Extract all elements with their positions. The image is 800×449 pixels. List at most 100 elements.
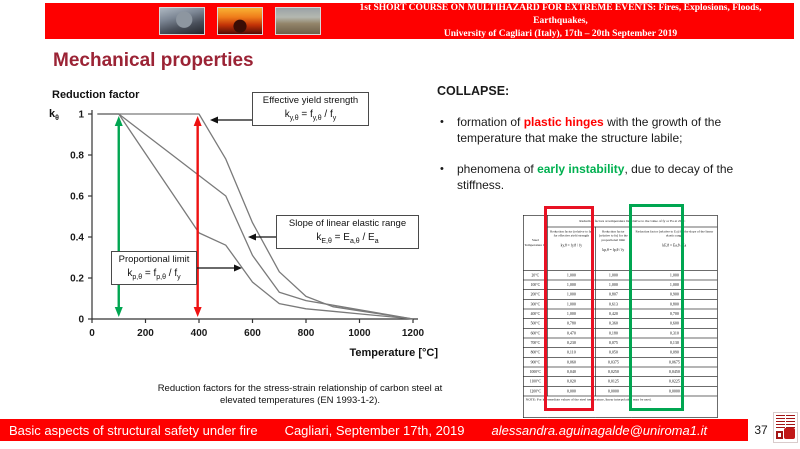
svg-text:400: 400	[191, 328, 208, 339]
footer-bar: Basic aspects of structural safety under…	[0, 419, 748, 441]
svg-text:600: 600	[244, 328, 261, 339]
course-banner-line2: University of Cagliari (Italy), 17th – 2…	[443, 28, 678, 39]
bullet-highlight-green: early instability	[537, 162, 625, 177]
chart-title: Reduction factor	[52, 89, 140, 101]
value-cell: 0,613	[594, 298, 632, 310]
col-header-formula: kp,θ = fp,θ / fy	[602, 247, 625, 252]
formula-piece: = E	[331, 231, 350, 243]
formula-piece: k	[316, 231, 322, 243]
value-cell: 0,807	[594, 289, 632, 300]
col-header-formula: kE,θ = Ea,θ / Ea	[662, 243, 687, 248]
x-axis-label: Temperature [°C]	[349, 347, 438, 359]
flood-image	[275, 7, 321, 35]
value-cell: 0,000	[546, 385, 596, 397]
svg-text:1200: 1200	[402, 328, 425, 339]
footer-title: Basic aspects of structural safety under…	[9, 422, 258, 438]
svg-text:1000: 1000	[348, 328, 371, 339]
chart-caption: Reduction factors for the stress-strain …	[95, 383, 505, 408]
svg-text:0: 0	[89, 328, 95, 339]
collapse-heading: COLLAPSE:	[437, 84, 510, 98]
reduction-factors-table: Steel Temperature θa Reduction factors a…	[522, 214, 718, 418]
logo-square-outline	[776, 431, 783, 439]
value-cell: 0,0375	[594, 356, 632, 368]
fire-image	[217, 7, 263, 35]
bullet-text-post: , due to decay of the stiffness.	[457, 162, 734, 192]
col-header-desc: Reduction factor (relative to fy) for ef…	[550, 229, 593, 238]
col-header-desc: Reduction factor (relative to Ea) for th…	[635, 229, 714, 238]
formula-piece: a	[374, 237, 379, 245]
formula-piece: / f	[321, 108, 333, 120]
formula-piece: p,θ	[132, 273, 143, 281]
course-banner-line1: 1st SHORT COURSE ON MULTIHAZARD FOR EXTR…	[359, 2, 762, 26]
bullet-plastic-hinges: • formation of plastic hinges with the g…	[437, 115, 769, 146]
green-highlight-rectangle	[629, 204, 684, 411]
reduction-factor-chart-svg: 0 200 400 600 800 1000 1200 0 0.2 0.4 0.6 0.8 1	[70, 110, 425, 340]
bullet-highlight-red: plastic hinges	[523, 115, 604, 129]
formula-piece: y,θ	[312, 114, 322, 122]
logo-square-solid	[784, 428, 795, 439]
reduction-factors-table-wrap: Steel Temperature θa Reduction factors a…	[522, 214, 718, 418]
table-row: 1200°C 0,000 0,0000 0,0000	[522, 385, 718, 397]
bullet-text-pre: formation of	[457, 115, 524, 129]
volcanic-eruption-image	[159, 7, 205, 35]
value-cell: 1,000	[594, 269, 632, 281]
value-cell: 0,050	[594, 347, 632, 358]
formula-piece: E,θ	[321, 237, 332, 245]
header-banner: 1st SHORT COURSE ON MULTIHAZARD FOR EXTR…	[45, 3, 794, 39]
bullet-text-pre: phenomena of	[457, 162, 538, 177]
col-header-formula: ky,θ = fy,θ / fy	[560, 243, 583, 248]
formula-piece: p,θ	[156, 273, 167, 281]
annotation-proportional-limit: Proportional limit kp,θ = fp,θ / fy	[111, 251, 197, 285]
svg-text:0.6: 0.6	[70, 192, 84, 203]
svg-text:1: 1	[78, 110, 84, 121]
formula-piece: a,θ	[349, 237, 360, 245]
formula-piece: k	[127, 267, 133, 279]
page-number: 37	[754, 423, 768, 437]
formula-piece: / E	[359, 231, 375, 243]
value-cell: 0,360	[594, 318, 632, 329]
y-axis-symbol: kθ	[49, 108, 59, 122]
svg-text:0.2: 0.2	[70, 274, 84, 285]
col-header-desc: Reduction factor (relative to fy) for th…	[598, 229, 628, 242]
logo-hatch-right	[786, 415, 795, 428]
table-note: NOTE: For intermediate values of the ste…	[522, 395, 718, 418]
collapse-section: COLLAPSE: • formation of plastic hinges …	[437, 84, 769, 193]
annotation-formula: ky,θ = fy,θ / fy	[255, 108, 366, 123]
bullet-text-post: with the growth of the temperature that …	[457, 115, 722, 145]
annotation-title: Proportional limit	[118, 254, 190, 265]
chart-caption-line1: Reduction factors for the stress-strain …	[157, 383, 443, 394]
svg-text:0.4: 0.4	[70, 233, 84, 244]
bullet-icon: •	[440, 163, 444, 176]
bullet-icon: •	[440, 116, 444, 128]
value-cell: 0,0000	[594, 385, 632, 397]
formula-piece: y,θ	[289, 114, 299, 122]
svg-text:0.8: 0.8	[70, 151, 84, 162]
table-row: 400°C 1,000 0,420 0,700	[522, 308, 718, 319]
y-symbol-base: k	[49, 108, 56, 120]
university-logo	[773, 412, 798, 443]
red-highlight-rectangle	[544, 206, 594, 411]
table-col4-header: Reduction factor (relative to Ea) for th…	[630, 226, 718, 271]
formula-piece: / f	[166, 267, 178, 279]
table-col2-header: Reduction factor (relative to fy) for ef…	[546, 226, 596, 271]
annotation-formula: kp,θ = fp,θ / fy	[114, 267, 194, 282]
annotation-effective-yield-strength: Effective yield strength ky,θ = fy,θ / f…	[252, 92, 369, 126]
bullet-text: phenomena of early instability, due to d…	[457, 162, 769, 193]
value-cell: 0,420	[594, 308, 632, 319]
footer-venue-date: Cagliari, September 17th, 2019	[284, 422, 465, 438]
bullet-text: formation of plastic hinges with the gro…	[457, 115, 769, 146]
value-cell: 1,000	[546, 308, 596, 319]
footer-email: alessandra.aguinagalde@uniroma1.it	[491, 422, 708, 438]
reduction-factor-chart: 0 200 400 600 800 1000 1200 0 0.2 0.4 0.6 0.8 1 Redu…	[40, 85, 440, 370]
svg-text:200: 200	[137, 328, 154, 339]
y-symbol-sub: θ	[55, 115, 59, 123]
course-banner-text: 1st SHORT COURSE ON MULTIHAZARD FOR EXTR…	[333, 3, 788, 39]
value-cell: 0,075	[594, 337, 632, 348]
annotation-title: Effective yield strength	[262, 95, 359, 106]
svg-text:0: 0	[78, 315, 84, 326]
table-col3-header: Reduction factor (relative to fy) for th…	[594, 226, 632, 271]
logo-hatch-left	[776, 415, 785, 428]
formula-piece: y	[177, 273, 181, 281]
annotation-slope-linear-elastic-range: Slope of linear elastic range kE,θ = Ea,…	[276, 215, 419, 249]
